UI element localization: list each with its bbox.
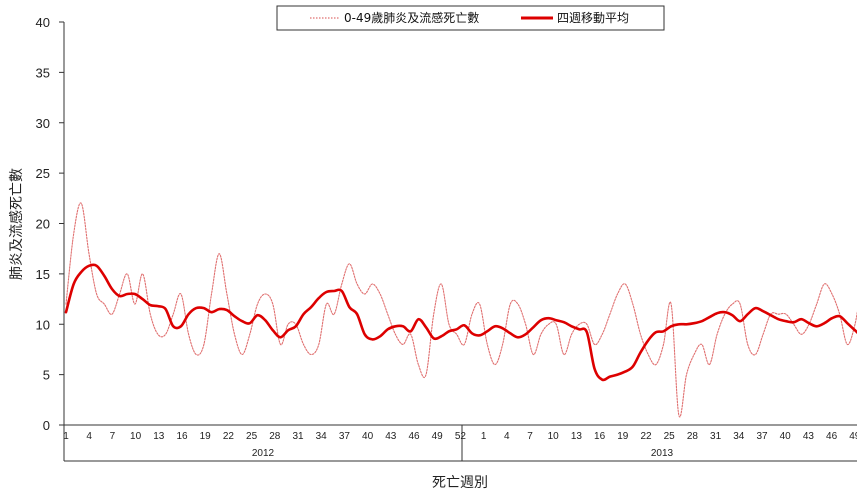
y-tick-label: 25	[36, 166, 50, 181]
x-tick-label: 34	[316, 431, 328, 442]
x-tick-label: 25	[664, 431, 676, 442]
x-tick-label: 13	[153, 431, 165, 442]
x-tick-label: 43	[803, 431, 815, 442]
legend-label-series-2: 四週移動平均	[557, 11, 629, 25]
x-tick-label: 25	[246, 431, 258, 442]
x-tick-label: 52	[455, 431, 467, 442]
legend-box	[276, 5, 665, 31]
y-axis-ticks: 0 5 10 15 20 25 30 35 40	[36, 15, 64, 433]
x-tick-label: 43	[385, 431, 397, 442]
x-tick-label: 37	[756, 431, 768, 442]
x-tick-label: 22	[640, 431, 652, 442]
x-tick-label: 16	[594, 431, 606, 442]
y-tick-label: 10	[36, 317, 50, 332]
x-tick-label: 28	[269, 431, 281, 442]
x-tick-label: 49	[849, 431, 857, 442]
y-tick-label: 40	[36, 15, 50, 30]
legend: 0-49歲肺炎及流感死亡數 四週移動平均	[276, 5, 665, 31]
x-tick-label: 10	[130, 431, 142, 442]
x-tick-label: 37	[339, 431, 351, 442]
y-tick-label: 0	[43, 418, 50, 433]
x-tick-label: 7	[110, 431, 116, 442]
x-axis-title: 死亡週別	[432, 475, 488, 491]
x-tick-label: 4	[504, 431, 510, 442]
x-tick-label: 49	[432, 431, 444, 442]
year-labels: 2012 2013	[252, 448, 674, 459]
year-label: 2013	[651, 448, 674, 459]
x-tick-label: 31	[292, 431, 304, 442]
y-tick-label: 20	[36, 217, 50, 232]
x-tick-label: 28	[687, 431, 699, 442]
x-tick-label: 40	[780, 431, 792, 442]
series-layer	[64, 202, 857, 418]
x-tick-label: 19	[200, 431, 212, 442]
y-tick-label: 35	[36, 65, 50, 80]
x-tick-label: 10	[548, 431, 560, 442]
x-tick-label: 1	[481, 431, 487, 442]
x-tick-label: 46	[408, 431, 420, 442]
x-tick-label: 7	[527, 431, 533, 442]
y-axis-title: 肺炎及流感死亡數	[8, 168, 25, 280]
series-moving-average-line	[64, 263, 857, 382]
x-tick-label: 4	[86, 431, 92, 442]
x-tick-label: 31	[710, 431, 722, 442]
y-tick-label: 5	[43, 368, 50, 383]
y-tick-label: 30	[36, 116, 50, 131]
x-tick-label: 16	[176, 431, 188, 442]
x-tick-label: 19	[617, 431, 629, 442]
x-tick-label: 13	[571, 431, 583, 442]
x-axis-ticks: 1 4 7 10 13 16 19 22 25 28 31 34 37 40 43 46 49 52 1 4 7 10 13…	[63, 431, 857, 442]
x-tick-label: 46	[826, 431, 838, 442]
x-tick-label: 40	[362, 431, 374, 442]
plot-area	[63, 22, 857, 462]
y-tick-label: 15	[36, 267, 50, 282]
series-weekly-deaths-line	[65, 202, 857, 418]
x-tick-label: 1	[63, 431, 69, 442]
x-tick-label: 34	[733, 431, 745, 442]
year-label: 2012	[252, 448, 275, 459]
legend-label-series-1: 0-49歲肺炎及流感死亡數	[344, 10, 479, 25]
x-tick-label: 22	[223, 431, 235, 442]
